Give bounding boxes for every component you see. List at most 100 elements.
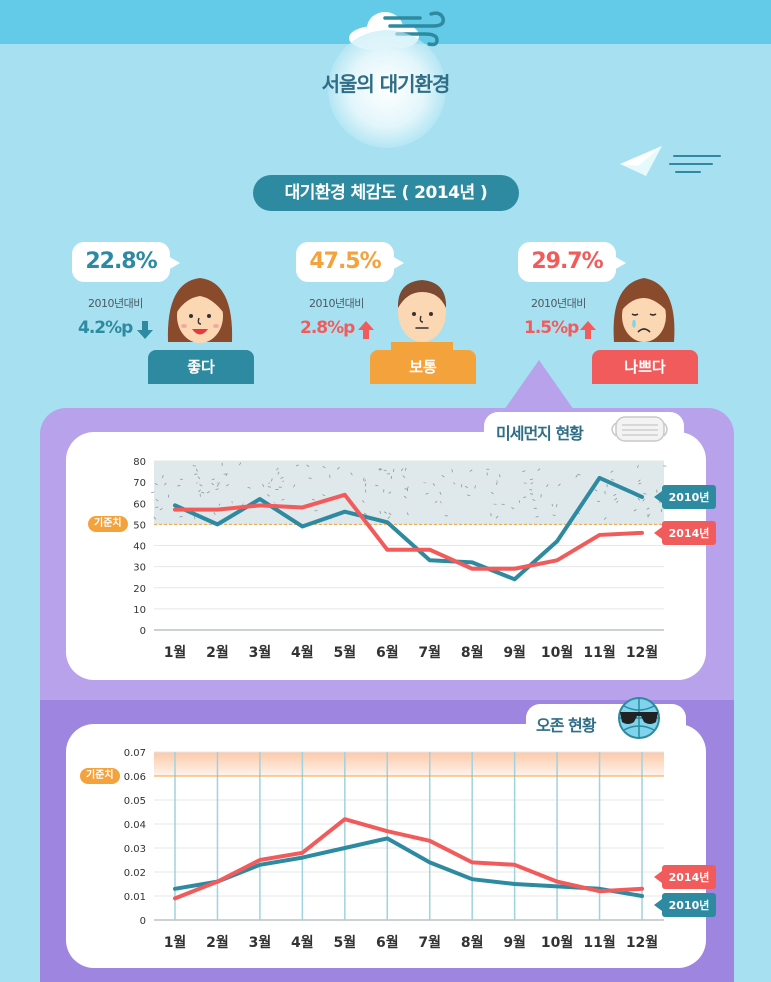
dust-speck [383, 511, 387, 514]
data-point [258, 858, 262, 862]
dust-speck [637, 479, 641, 483]
dust-speck [198, 489, 201, 493]
data-point [385, 548, 389, 552]
dust-speck [642, 498, 645, 502]
y-tick-label: 0.05 [124, 796, 146, 807]
dust-speck [439, 491, 442, 495]
x-tick-label: 7월 [418, 934, 441, 951]
data-point [428, 860, 432, 864]
data-point [513, 577, 517, 581]
panel-pointer [504, 360, 574, 410]
y-tick-label: 0.02 [124, 868, 146, 879]
y-tick-label: 80 [133, 457, 146, 468]
y-tick-label: 0 [140, 916, 146, 927]
dust-speck [646, 507, 650, 510]
sad-face-icon [613, 278, 675, 342]
legend-tag [662, 865, 716, 889]
y-tick-label: 0.01 [124, 892, 146, 903]
dust-speck [306, 464, 310, 467]
data-point [640, 887, 644, 891]
legend-label: 2014년 [669, 870, 710, 884]
data-point [555, 884, 559, 888]
dust-speck [271, 478, 273, 482]
legend-label: 2010년 [669, 898, 710, 912]
dust-speck [177, 485, 181, 487]
dust-speck [522, 470, 526, 472]
x-tick-label: 6월 [376, 644, 399, 661]
dust-speck [532, 499, 536, 501]
dust-speck [195, 468, 198, 472]
dust-speck [575, 474, 578, 478]
data-point [640, 894, 644, 898]
data-point [640, 495, 644, 499]
y-tick-label: 70 [133, 478, 146, 489]
data-point [555, 558, 559, 562]
delta-value: 4.2%p [78, 318, 133, 338]
dust-speck [155, 506, 159, 509]
dust-speck [363, 512, 367, 515]
x-tick-label: 1월 [164, 934, 187, 951]
x-tick-label: 5월 [334, 934, 357, 951]
compare-label: 2010년대비 [531, 297, 586, 310]
data-point [428, 558, 432, 562]
dust-speck [295, 464, 299, 467]
data-point [513, 863, 517, 867]
dust-speck [613, 493, 617, 497]
label-badge: 보통 [370, 350, 476, 384]
x-tick-label: 9월 [503, 644, 526, 661]
y-tick-label: 0 [140, 626, 146, 637]
x-tick-label: 1월 [164, 644, 187, 661]
y-tick-label: 30 [133, 563, 146, 574]
data-point [343, 817, 347, 821]
dust-speck [363, 477, 365, 481]
dust-speck [432, 483, 436, 486]
dust-speck [379, 510, 381, 514]
dust-speck [406, 512, 409, 516]
dust-speck [267, 486, 271, 488]
data-point [513, 882, 517, 886]
dust-speck [155, 498, 159, 502]
legend-tag-pointer [654, 491, 662, 503]
dust-speck [400, 468, 404, 472]
data-point [300, 524, 304, 528]
dust-speck [434, 500, 438, 504]
arrow-up-icon [358, 321, 374, 339]
delta-value: 1.5%p [524, 318, 579, 338]
happy-face-icon [167, 278, 233, 343]
x-tick-label: 3월 [249, 644, 272, 661]
dust-speck [495, 515, 499, 519]
dust-speck [636, 464, 639, 469]
dust-speck [215, 488, 219, 490]
dust-speck [337, 466, 340, 470]
compare-label: 2010년대비 [88, 297, 143, 310]
percent-bubble: 29.7% [518, 242, 626, 282]
dust-speck [425, 492, 429, 495]
y-tick-label: 40 [133, 542, 146, 553]
dust-speck [577, 473, 581, 476]
data-point [470, 877, 474, 881]
dust-speck [474, 485, 476, 489]
data-point [173, 887, 177, 891]
dust-speck [404, 488, 408, 490]
data-point [215, 522, 219, 526]
x-tick-label: 12월 [626, 934, 658, 951]
dust-speck [159, 508, 163, 511]
mask-icon [611, 416, 668, 442]
x-tick-label: 10월 [541, 934, 573, 951]
x-tick-label: 6월 [376, 934, 399, 951]
dust-speck [523, 496, 527, 498]
dust-speck [378, 468, 382, 470]
label-badge: 나쁘다 [592, 350, 698, 384]
dust-speck [216, 483, 219, 487]
dust-speck [293, 484, 296, 488]
dust-speck [225, 484, 230, 487]
sun-halo [328, 30, 446, 148]
dust-speck [281, 498, 285, 501]
dust-speck [467, 494, 471, 497]
dust-speck [238, 462, 242, 466]
dust-speck [390, 475, 393, 479]
data-point [640, 531, 644, 535]
dust-speck [557, 483, 561, 487]
data-point [555, 880, 559, 884]
